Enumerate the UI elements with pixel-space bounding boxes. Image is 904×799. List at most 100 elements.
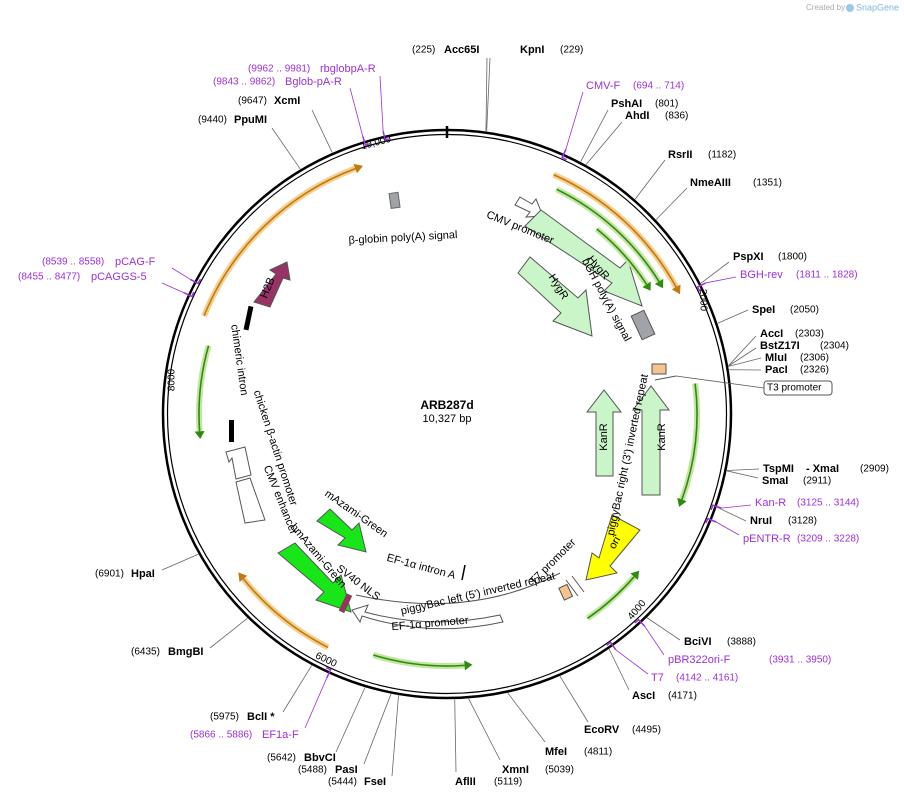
ring-tick-label: 8000 bbox=[167, 368, 178, 391]
primer-name: pENTR-R bbox=[743, 533, 791, 545]
primer-range: (1811 .. 1828) bbox=[796, 270, 858, 281]
orf-head bbox=[238, 572, 248, 583]
site-position: (801) bbox=[655, 99, 678, 110]
orf-line bbox=[373, 654, 465, 667]
snapgene-badge: Created by SnapGene bbox=[806, 2, 899, 12]
site-position: (4811) bbox=[584, 747, 612, 758]
primer-mark bbox=[606, 641, 617, 651]
orf-head bbox=[642, 281, 651, 291]
site-line bbox=[716, 506, 747, 522]
orf-head bbox=[671, 284, 681, 295]
site-position: (5444) bbox=[328, 777, 357, 788]
site-name: BstZ17I bbox=[760, 340, 800, 352]
primer-range: (5866 .. 5886) bbox=[190, 730, 252, 741]
orf-head bbox=[630, 570, 640, 580]
primer-name: pCAGGS-5 bbox=[91, 271, 147, 283]
site-line bbox=[282, 665, 313, 713]
site-position: (3888) bbox=[727, 637, 756, 648]
feature-shapes bbox=[225, 191, 677, 630]
actin-promoter-shape bbox=[225, 446, 252, 480]
sv40-shape bbox=[338, 593, 353, 614]
primer-range: (9843 .. 9862) bbox=[213, 77, 275, 88]
feature-label: KanR bbox=[656, 423, 668, 451]
h2b-shape bbox=[253, 261, 291, 308]
site-line bbox=[161, 553, 199, 571]
primer-range: (4142 .. 4161) bbox=[676, 673, 738, 684]
site-position: (225) bbox=[412, 45, 435, 56]
pb-left-track bbox=[355, 572, 561, 605]
orf-line bbox=[587, 576, 635, 620]
site-line bbox=[634, 159, 666, 200]
site-line bbox=[454, 699, 457, 773]
feature-label: chimeric intron bbox=[228, 324, 250, 397]
site-name: NmeAIII bbox=[690, 177, 731, 189]
site-name: FseI bbox=[364, 776, 386, 788]
orf-band bbox=[679, 383, 700, 501]
orf-head bbox=[654, 278, 664, 289]
site-name: TspMI bbox=[763, 463, 794, 475]
primer-range: (9962 .. 9981) bbox=[248, 64, 310, 75]
site-line bbox=[271, 127, 301, 170]
site-extra: - XmaI bbox=[806, 463, 839, 475]
hygr-shape bbox=[517, 256, 593, 337]
pb-left-shape bbox=[558, 583, 574, 601]
site-line bbox=[728, 335, 757, 367]
pb-right-shape bbox=[651, 363, 667, 375]
primer-mark bbox=[183, 291, 195, 298]
primer-line bbox=[705, 276, 737, 284]
site-line bbox=[700, 261, 730, 284]
site-name: AccI bbox=[760, 328, 783, 340]
orf-head bbox=[677, 497, 687, 507]
site-line bbox=[655, 187, 688, 220]
center-label: ARB287d 10,327 bp bbox=[420, 398, 473, 425]
site-name: SpeI bbox=[752, 304, 775, 316]
site-name: BclI * bbox=[247, 711, 275, 723]
site-name: NruI bbox=[750, 515, 772, 527]
site-line bbox=[726, 470, 759, 479]
site-position: (1351) bbox=[753, 178, 782, 189]
site-line bbox=[559, 675, 589, 723]
site-position: (2303) bbox=[795, 329, 824, 340]
site-line bbox=[486, 57, 491, 132]
mazami-shape bbox=[316, 508, 367, 553]
site-position: (2304) bbox=[820, 341, 849, 352]
site-position: (3128) bbox=[788, 516, 817, 527]
primer-mark bbox=[705, 517, 717, 524]
site-name: KpnI bbox=[520, 44, 544, 56]
site-position: (1800) bbox=[778, 252, 807, 263]
primer-line bbox=[171, 267, 191, 280]
ring-tick-label: 2000 bbox=[697, 289, 709, 312]
site-name: BbvCI bbox=[304, 752, 336, 764]
site-line bbox=[507, 692, 546, 743]
site-name: SmaI bbox=[762, 475, 788, 487]
site-position: (2050) bbox=[790, 305, 819, 316]
plasmid-length: 10,327 bp bbox=[423, 413, 472, 425]
kanr-shape bbox=[585, 389, 623, 477]
site-name: AhdI bbox=[625, 110, 649, 122]
created-by: Created by bbox=[806, 3, 845, 12]
primer-mark bbox=[189, 278, 202, 285]
site-name: PasI bbox=[335, 764, 358, 776]
primer-name: pBR322ori-F bbox=[668, 654, 731, 666]
site-line bbox=[468, 698, 501, 761]
feature-label: piggyBac left (5') inverted repeat bbox=[400, 570, 557, 617]
ori-shape bbox=[585, 514, 641, 581]
site-position: (2909) bbox=[860, 464, 889, 475]
primer-name: Kan-R bbox=[755, 497, 786, 509]
brand: SnapGene bbox=[856, 2, 899, 12]
orf-arcs bbox=[194, 163, 700, 671]
site-line bbox=[580, 109, 609, 162]
ef1a-promoter-shape bbox=[351, 604, 504, 630]
site-line bbox=[363, 693, 392, 765]
bglobin-shape bbox=[388, 191, 401, 210]
primer-name: EF1a-F bbox=[262, 729, 299, 741]
orf-line bbox=[242, 578, 329, 649]
site-line bbox=[717, 309, 749, 324]
orf-band bbox=[241, 576, 330, 651]
orf-line bbox=[203, 167, 356, 317]
site-position: (4495) bbox=[632, 725, 661, 736]
primer-range: (8455 .. 8477) bbox=[18, 272, 80, 283]
site-position: (229) bbox=[560, 45, 583, 56]
primer-line bbox=[615, 649, 649, 675]
hygr-shape bbox=[524, 209, 643, 307]
